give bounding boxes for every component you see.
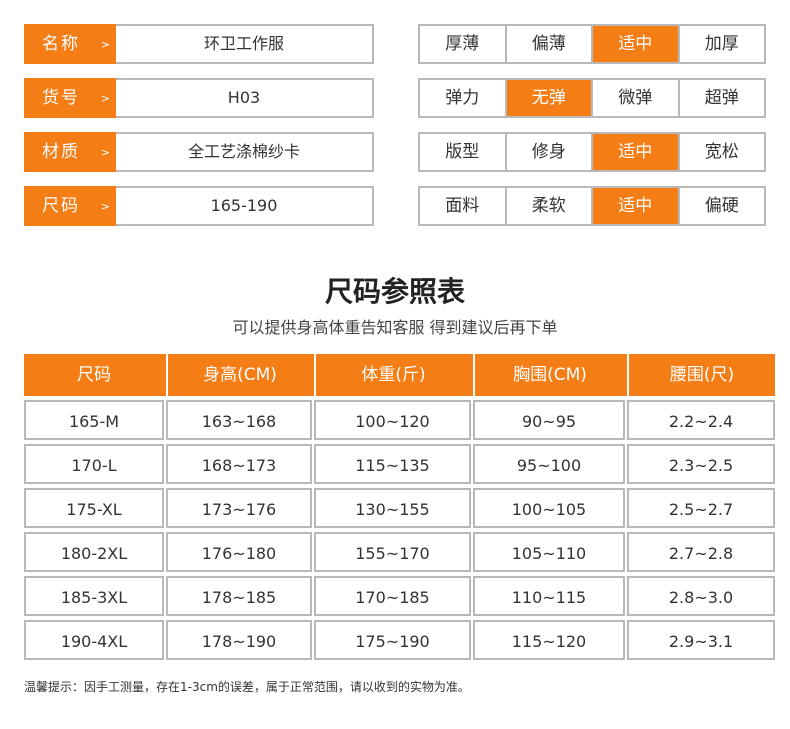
attr-value: H03 (116, 78, 374, 118)
table-row: 190-4XL 178~190 175~190 115~120 2.9~3.1 (24, 620, 775, 662)
table-cell: 163~168 (166, 400, 312, 440)
attr-value: 全工艺涤棉纱卡 (116, 132, 374, 172)
table-cell: 165-M (24, 400, 164, 440)
table-cell: 168~173 (166, 444, 312, 484)
option-category: 弹力 (445, 88, 480, 108)
table-row: 180-2XL 176~180 155~170 105~110 2.7~2.8 (24, 532, 775, 574)
measurement-note: 温馨提示：因手工测量，存在1-3cm的误差，属于正常范围，请以收到的实物为准。 (24, 680, 470, 694)
chevron-right-icon: > (100, 200, 110, 213)
table-header: 尺码 身高(CM) 体重(斤) 胸围(CM) 腰围(尺) (24, 354, 775, 396)
option-row-thickness: 厚薄 偏薄 适中 加厚 (418, 24, 766, 64)
size-chart-title: 尺码参照表 (324, 275, 465, 308)
option-category: 面料 (445, 196, 480, 216)
table-cell: 110~115 (473, 576, 625, 616)
header-size: 尺码 (77, 365, 111, 385)
attr-value: 环卫工作服 (116, 24, 374, 64)
option-cell: 修身 (504, 134, 592, 170)
option-cell-selected: 适中 (591, 188, 678, 224)
option-cell: 微弹 (591, 80, 678, 116)
table-cell: 180-2XL (24, 532, 164, 572)
header-chest: 胸围(CM) (473, 354, 625, 396)
attr-label: 货号 > (24, 78, 116, 118)
option-cell-selected: 无弹 (504, 80, 591, 116)
attr-row-sku: 货号 > H03 (24, 78, 374, 118)
attr-row-name: 名称 > 环卫工作服 (24, 24, 374, 64)
option-cell: 偏薄 (504, 26, 592, 62)
table-cell: 2.3~2.5 (627, 444, 775, 484)
header-height: 身高(CM) (166, 354, 312, 396)
option-cell-selected: 适中 (591, 134, 678, 170)
table-cell: 115~135 (314, 444, 471, 484)
option-row-fit: 版型 修身 适中 宽松 (418, 132, 766, 172)
header-waist: 腰围(尺) (627, 354, 775, 396)
size-chart-subtitle: 可以提供身高体重告知客服 得到建议后再下单 (232, 318, 558, 337)
attr-label: 名称 > (24, 24, 116, 64)
chevron-right-icon: > (100, 92, 110, 105)
chevron-right-icon: > (100, 146, 110, 159)
table-row: 170-L 168~173 115~135 95~100 2.3~2.5 (24, 444, 775, 486)
table-cell: 95~100 (473, 444, 625, 484)
table-cell: 170~185 (314, 576, 471, 616)
table-cell: 2.2~2.4 (627, 400, 775, 440)
table-cell: 130~155 (314, 488, 471, 528)
table-cell: 178~190 (166, 620, 312, 660)
table-cell: 2.7~2.8 (627, 532, 775, 572)
table-cell: 100~120 (314, 400, 471, 440)
option-cell: 超弹 (677, 80, 765, 116)
table-row: 185-3XL 178~185 170~185 110~115 2.8~3.0 (24, 576, 775, 618)
table-cell: 115~120 (473, 620, 625, 660)
option-row-elasticity: 弹力 无弹 微弹 超弹 (418, 78, 766, 118)
table-cell: 2.5~2.7 (627, 488, 775, 528)
table-cell: 170-L (24, 444, 164, 484)
table-cell: 185-3XL (24, 576, 164, 616)
option-cell-selected: 适中 (591, 26, 678, 62)
option-row-fabric: 面料 柔软 适中 偏硬 (418, 186, 766, 226)
table-cell: 2.9~3.1 (627, 620, 775, 660)
attr-label: 尺码 > (24, 186, 116, 226)
option-cell: 加厚 (677, 26, 765, 62)
attr-row-size: 尺码 > 165-190 (24, 186, 374, 226)
table-cell: 176~180 (166, 532, 312, 572)
attr-value: 165-190 (116, 186, 374, 226)
table-row: 165-M 163~168 100~120 90~95 2.2~2.4 (24, 400, 775, 442)
table-cell: 178~185 (166, 576, 312, 616)
option-category: 厚薄 (445, 34, 480, 54)
table-cell: 190-4XL (24, 620, 164, 660)
table-cell: 173~176 (166, 488, 312, 528)
table-cell: 175~190 (314, 620, 471, 660)
table-cell: 90~95 (473, 400, 625, 440)
option-cell: 偏硬 (677, 188, 765, 224)
option-cell: 宽松 (677, 134, 765, 170)
table-cell: 2.8~3.0 (627, 576, 775, 616)
table-cell: 105~110 (473, 532, 625, 572)
table-cell: 100~105 (473, 488, 625, 528)
option-category: 版型 (445, 142, 480, 162)
header-weight: 体重(斤) (314, 354, 471, 396)
table-row: 175-XL 173~176 130~155 100~105 2.5~2.7 (24, 488, 775, 530)
table-cell: 155~170 (314, 532, 471, 572)
option-cell: 柔软 (504, 188, 592, 224)
chevron-right-icon: > (100, 38, 110, 51)
table-cell: 175-XL (24, 488, 164, 528)
attr-row-material: 材质 > 全工艺涤棉纱卡 (24, 132, 374, 172)
attr-label: 材质 > (24, 132, 116, 172)
